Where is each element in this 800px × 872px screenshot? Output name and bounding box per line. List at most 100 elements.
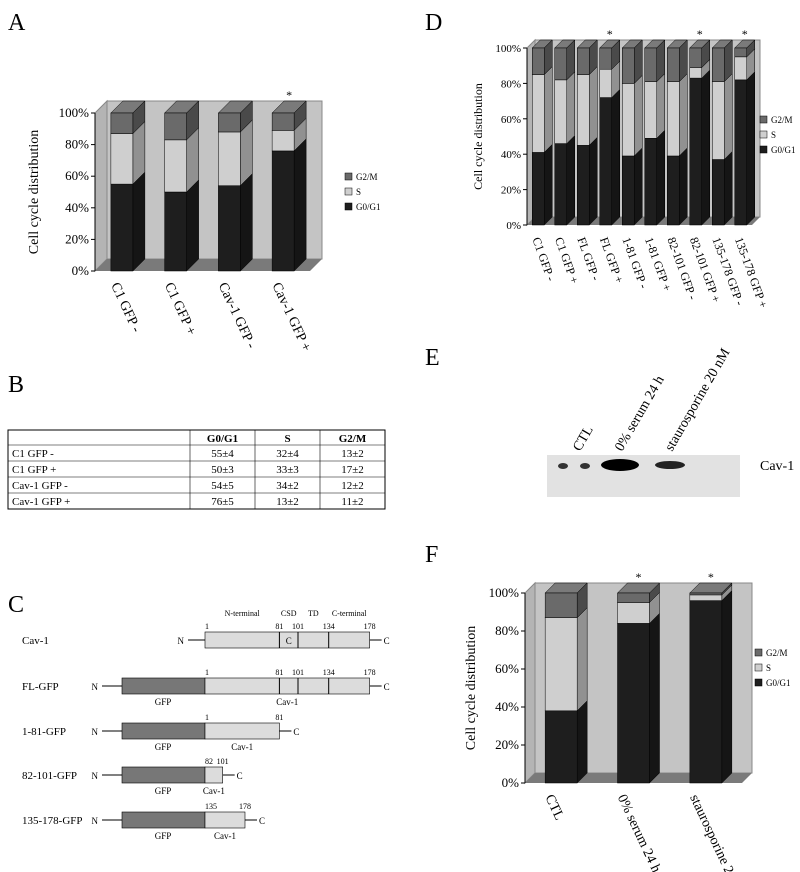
- bar-side: [589, 136, 598, 226]
- y-axis-label: Cell cycle distribution: [27, 130, 42, 254]
- table-cell: 12±2: [341, 480, 364, 492]
- bar: [689, 67, 702, 79]
- x-tick-label: C1 GFP +: [161, 280, 198, 338]
- bar: [712, 81, 725, 160]
- legend-swatch: [759, 130, 768, 139]
- cav1-box: [204, 766, 223, 784]
- bar-side: [576, 700, 588, 784]
- construct-name: FL-GFP: [22, 681, 59, 693]
- significance-mark: *: [636, 570, 642, 584]
- bar: [734, 47, 747, 58]
- bar: [218, 185, 241, 272]
- legend-swatch: [344, 172, 353, 181]
- bar: [110, 183, 134, 272]
- bar: [554, 143, 567, 226]
- significance-mark: *: [697, 27, 703, 41]
- panel-label: B: [8, 372, 24, 398]
- x-tick-label: Cav-1 GFP +: [268, 280, 313, 354]
- table-cell: Cav-1 GFP -: [12, 480, 68, 492]
- blot-band: [558, 463, 568, 469]
- bar: [218, 131, 241, 186]
- bar: [689, 600, 723, 784]
- bar: [734, 56, 747, 81]
- panel-label: A: [8, 10, 26, 36]
- bar: [644, 138, 657, 226]
- residue-number: 101: [217, 757, 229, 766]
- y-tick-label: 20%: [65, 231, 89, 246]
- n-terminus: N: [92, 816, 99, 826]
- table-cell: 17±2: [341, 464, 364, 476]
- n-terminus: N: [178, 636, 185, 646]
- bar: [164, 191, 187, 272]
- significance-mark: *: [607, 27, 613, 41]
- bar-side: [576, 607, 588, 712]
- bar: [644, 47, 657, 82]
- n-terminus: N: [92, 682, 99, 692]
- legend-swatch: [344, 202, 353, 211]
- bar-side: [293, 138, 307, 272]
- y-tick-label: 0%: [72, 263, 90, 278]
- table-cell: C1 GFP -: [12, 448, 54, 460]
- plot-floor: [95, 259, 322, 271]
- domain-label: N-terminal: [225, 609, 261, 618]
- significance-mark: *: [742, 27, 748, 41]
- bar: [271, 112, 295, 131]
- y-tick-label: 0%: [502, 775, 520, 790]
- segment-label: Cav-1: [214, 831, 236, 841]
- x-tick-label: staurosporine 20 nM: [686, 792, 749, 872]
- bar: [667, 47, 680, 82]
- table-cell: 76±5: [211, 496, 234, 508]
- table-cell: Cav-1 GFP +: [12, 496, 70, 508]
- bar: [544, 710, 578, 784]
- table-header: S: [284, 433, 290, 445]
- y-tick-label: 20%: [495, 737, 519, 752]
- bar: [689, 594, 723, 601]
- bar: [554, 79, 567, 144]
- construct-name: 82-101-GFP: [22, 770, 77, 782]
- bar: [164, 139, 187, 193]
- bar-side: [611, 88, 620, 226]
- bar: [599, 47, 612, 70]
- bar: [689, 592, 723, 596]
- table-cell: 34±2: [276, 480, 299, 492]
- gfp-box: [121, 722, 206, 740]
- domain-label: TD: [308, 609, 319, 618]
- table-cell: 33±3: [276, 464, 299, 476]
- bar: [544, 617, 578, 712]
- cav1-box: [204, 811, 246, 829]
- gfp-box: [121, 677, 206, 695]
- bar-side: [544, 65, 553, 154]
- bar: [617, 623, 650, 784]
- table-cell: 54±5: [211, 480, 234, 492]
- bar: [622, 83, 635, 157]
- gfp-label: GFP: [155, 831, 172, 841]
- table-header: G2/M: [339, 433, 367, 445]
- blot-band: [601, 459, 639, 471]
- bar-side: [649, 612, 660, 784]
- domain-label: CSD: [281, 609, 297, 618]
- bar: [617, 602, 650, 624]
- residue-number: 135: [205, 802, 217, 811]
- segment-label: Cav-1: [203, 786, 225, 796]
- residue-number: 82: [205, 757, 213, 766]
- legend-label: G0/G1: [771, 145, 796, 155]
- y-tick-label: 60%: [65, 168, 89, 183]
- bar: [667, 81, 680, 157]
- bar: [218, 112, 241, 133]
- n-terminus: N: [92, 771, 99, 781]
- residue-number: 178: [364, 668, 376, 677]
- y-tick-label: 0%: [506, 220, 521, 232]
- panel-label: E: [425, 345, 440, 371]
- bar-side: [656, 129, 665, 226]
- significance-mark: *: [286, 88, 292, 102]
- residue-number: 178: [239, 802, 251, 811]
- legend-label: G0/G1: [356, 202, 381, 212]
- legend-swatch: [344, 187, 353, 196]
- table-cell: 13±2: [276, 496, 299, 508]
- y-tick-label: 100%: [495, 43, 521, 55]
- gfp-label: GFP: [155, 697, 172, 707]
- construct-name: Cav-1: [22, 635, 49, 647]
- y-tick-label: 40%: [501, 149, 521, 161]
- bar: [617, 592, 650, 603]
- y-tick-label: 40%: [65, 200, 89, 215]
